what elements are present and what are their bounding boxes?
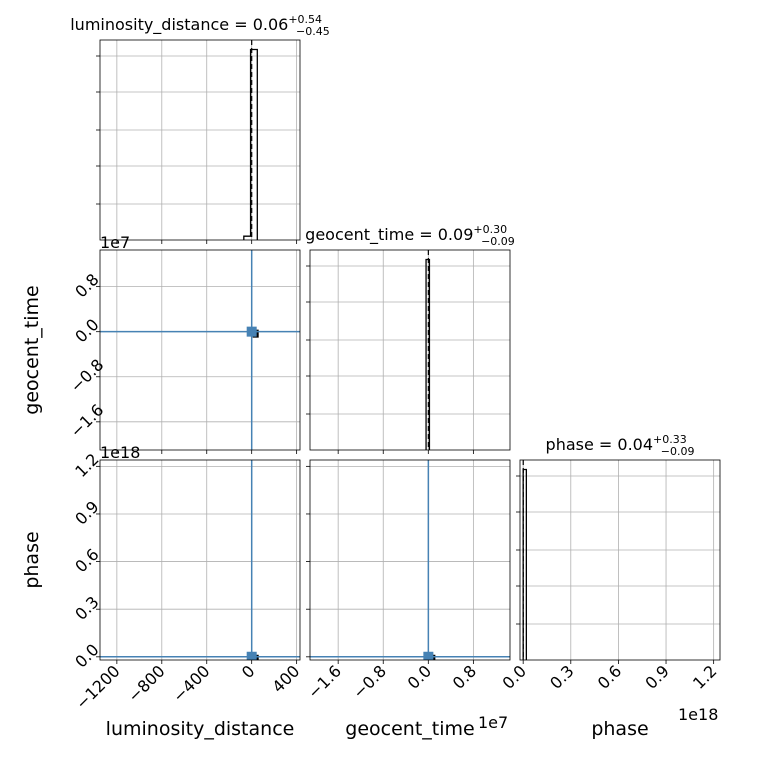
title-upper: +0.33 (653, 433, 687, 446)
axis-offset-label: 1e7 (478, 713, 508, 732)
y-tick-label-geocent_time: −1.6 (66, 400, 107, 441)
hist-geocent_time (425, 258, 431, 450)
title-median: 0.06 (253, 15, 289, 34)
x-tick-label-luminosity_distance: −800 (124, 661, 169, 706)
y-axis-label-geocent_time: geocent_time (21, 285, 43, 414)
panel-frame (99, 39, 301, 241)
axis-offset-label: 1e7 (100, 233, 130, 252)
title-eq: = (229, 15, 253, 34)
panel-geocent_time-vs-luminosity_distance (96, 249, 301, 454)
panel-frame (309, 249, 511, 451)
x-axis-label-luminosity_distance: luminosity_distance (106, 718, 295, 740)
x-tick-label-phase: 1.2 (689, 661, 720, 692)
title-label: phase (546, 435, 594, 454)
panel-frame (99, 459, 301, 661)
x-tick-label-luminosity_distance: 400 (268, 661, 303, 696)
x-tick-label-phase: 0.9 (641, 661, 672, 692)
x-tick-label-geocent_time: −1.6 (304, 661, 345, 702)
title-label: geocent_time (305, 225, 414, 245)
x-axis-label-phase: phase (591, 718, 648, 740)
panel-phase-hist (516, 459, 721, 664)
title-upper: +0.54 (288, 13, 322, 26)
x-tick-label-geocent_time: −0.8 (349, 661, 390, 702)
y-tick-label-geocent_time: 0.0 (71, 315, 102, 346)
panel-frame (309, 459, 511, 661)
x-tick-label-geocent_time: 0.8 (449, 661, 480, 692)
y-tick-label-phase: 0.9 (71, 497, 102, 528)
y-tick-label-phase: 0.6 (71, 545, 102, 576)
x-tick-label-phase: 0.0 (499, 661, 530, 692)
x-tick-label-luminosity_distance: −1200 (72, 661, 124, 713)
y-tick-label-phase: 0.0 (71, 640, 102, 671)
y-tick-label-phase: 0.3 (71, 592, 102, 623)
title-lower: −0.09 (661, 445, 695, 458)
title-luminosity_distance: luminosity_distance = 0.06+0.54 −0.45 (70, 13, 330, 38)
y-axis-label-phase: phase (21, 531, 43, 588)
panel-luminosity_distance-hist (96, 39, 301, 244)
panel-phase-vs-luminosity_distance (96, 459, 301, 664)
x-tick-label-geocent_time: 0.0 (404, 661, 435, 692)
truth-marker (423, 651, 434, 660)
panel-frame (99, 249, 301, 451)
panel-frame (519, 459, 721, 661)
title-median: 0.09 (438, 225, 474, 244)
title-median: 0.04 (617, 435, 653, 454)
x-axis-label-geocent_time: geocent_time (345, 718, 474, 740)
y-tick-label-geocent_time: 0.8 (71, 270, 102, 301)
title-label: luminosity_distance (70, 15, 229, 35)
title-lower: −0.09 (481, 235, 515, 248)
x-tick-label-luminosity_distance: 0 (238, 661, 259, 682)
y-tick-label-geocent_time: −0.8 (66, 355, 107, 396)
y-tick-label-phase: 1.2 (71, 450, 102, 481)
x-tick-label-phase: 0.3 (546, 661, 577, 692)
truth-marker (246, 326, 257, 337)
x-tick-label-phase: 0.6 (594, 661, 625, 692)
title-phase: phase = 0.04+0.33 −0.09 (546, 433, 695, 458)
truth-marker (246, 651, 257, 660)
title-eq: = (414, 225, 438, 244)
axis-offset-label: 1e18 (678, 705, 718, 724)
title-eq: = (594, 435, 618, 454)
panel-geocent_time-hist (306, 249, 511, 454)
axis-offset-label: 1e18 (100, 443, 140, 462)
panel-phase-vs-geocent_time (306, 459, 511, 664)
x-tick-label-luminosity_distance: −400 (169, 661, 214, 706)
title-geocent_time: geocent_time = 0.09+0.30 −0.09 (305, 223, 515, 248)
title-lower: −0.45 (296, 25, 330, 38)
title-upper: +0.30 (473, 223, 507, 236)
hist-luminosity_distance (243, 48, 258, 240)
